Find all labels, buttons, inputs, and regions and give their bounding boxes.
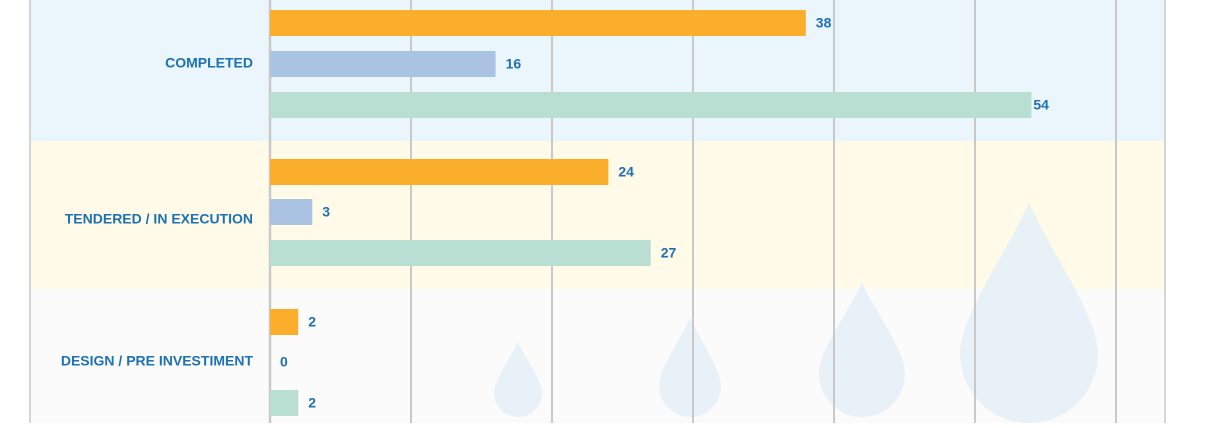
bar: [270, 199, 313, 225]
water-drop-icon: [494, 342, 542, 417]
value-label: 16: [506, 56, 522, 72]
bar: [270, 159, 609, 185]
value-label: 0: [280, 354, 288, 370]
category-label: TENDERED / IN EXECUTION: [65, 211, 253, 227]
water-drop-icon: [659, 318, 721, 417]
bar: [270, 240, 651, 266]
value-label: 54: [1033, 97, 1049, 113]
bar: [270, 309, 299, 335]
value-label: 2: [308, 395, 316, 411]
category-label: DESIGN / PRE INVESTIMENT: [61, 353, 254, 369]
bar: [270, 10, 806, 36]
value-label: 38: [816, 15, 832, 31]
water-drop-icon: [960, 203, 1098, 423]
bar: [270, 390, 299, 416]
bar: [270, 51, 496, 77]
category-label: COMPLETED: [165, 55, 253, 71]
water-drop-icon: [819, 283, 905, 417]
value-label: 2: [308, 314, 316, 330]
value-label: 24: [618, 164, 634, 180]
bar: [270, 92, 1032, 118]
value-label: 3: [322, 204, 330, 220]
value-label: 27: [661, 245, 677, 261]
